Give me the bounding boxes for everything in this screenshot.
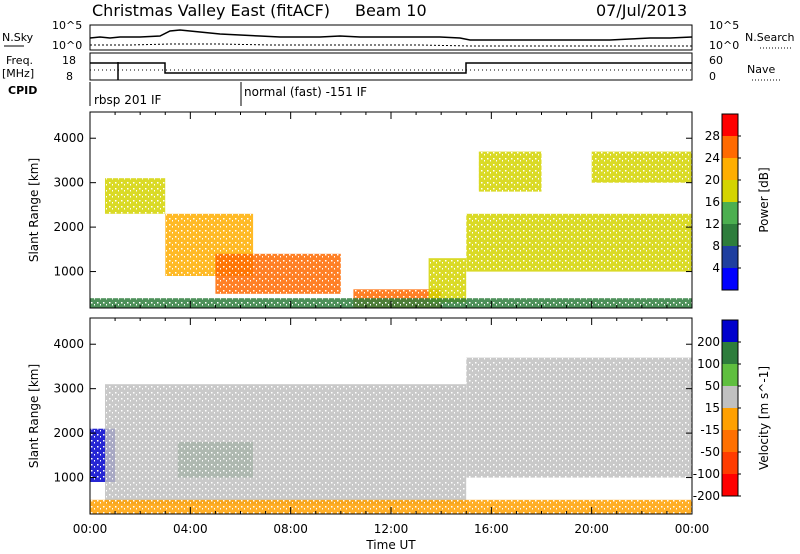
nave-tick-bottom: 0 bbox=[709, 70, 716, 83]
time-tick-label: 00:00 bbox=[675, 522, 710, 536]
freq-series-line bbox=[90, 62, 692, 74]
power-x-ticks bbox=[89, 112, 693, 308]
y-tick-label: 2000 bbox=[53, 426, 84, 440]
time-tick-labels: 00:00 04:00 08:00 12:00 16:00 20:00 00:00 bbox=[73, 522, 710, 536]
nsearch-series-line bbox=[90, 43, 692, 47]
time-tick-label: 00:00 bbox=[73, 522, 108, 536]
freq-panel-frame bbox=[89, 52, 693, 81]
freq-label-2: [MHz] bbox=[2, 67, 34, 80]
power-echo-texture bbox=[591, 151, 692, 183]
velocity-y-ticks: 1000 2000 3000 4000 bbox=[53, 337, 692, 485]
colorbar-swatch bbox=[722, 114, 738, 137]
colorbar-swatch bbox=[722, 342, 738, 365]
colorbar-tick-label: 16 bbox=[705, 195, 720, 209]
velocity-y-label: Slant Range [km] bbox=[27, 364, 41, 468]
cpid-label: CPID bbox=[8, 84, 37, 97]
colorbar-swatch bbox=[722, 136, 738, 159]
time-tick-label: 16:00 bbox=[474, 522, 509, 536]
nsearch-tick-top: 10^5 bbox=[709, 19, 739, 32]
power-panel-bg bbox=[90, 112, 692, 308]
colorbar-swatch bbox=[722, 364, 738, 387]
cpid-mode-1: rbsp 201 IF bbox=[94, 93, 161, 107]
power-colorbar-label: Power [dB] bbox=[757, 167, 771, 232]
power-echo-texture bbox=[466, 213, 693, 272]
colorbar-swatch bbox=[722, 202, 738, 225]
freq-tick-top: 18 bbox=[62, 54, 76, 67]
colorbar-tick-label: 50 bbox=[705, 379, 720, 393]
y-tick-label: 2000 bbox=[53, 220, 84, 234]
colorbar-swatch bbox=[722, 452, 738, 475]
date-label: 07/Jul/2013 bbox=[596, 1, 687, 20]
colorbar-tick-label: 8 bbox=[712, 239, 720, 253]
colorbar-tick-label: 12 bbox=[705, 217, 720, 231]
power-echo-texture bbox=[215, 253, 341, 294]
velocity-colorbar-label: Velocity [m s^-1] bbox=[757, 366, 771, 470]
power-echo-texture bbox=[105, 178, 166, 214]
nsky-label: N.Sky bbox=[2, 31, 34, 44]
time-tick-label: 20:00 bbox=[574, 522, 609, 536]
colorbar-swatch bbox=[722, 268, 738, 291]
cpid-mode-2: normal (fast) -151 IF bbox=[244, 85, 367, 99]
colorbar-tick-label: 4 bbox=[712, 261, 720, 275]
power-colorbar bbox=[721, 113, 739, 291]
colorbar-tick-label: -200 bbox=[693, 489, 720, 503]
freq-label-1: Freq. bbox=[6, 54, 33, 67]
power-echo-texture bbox=[478, 151, 542, 192]
nsearch-label: N.Search bbox=[745, 31, 795, 44]
velocity-colorbar bbox=[721, 319, 739, 497]
colorbar-tick-label: 100 bbox=[697, 357, 720, 371]
velocity-echo-texture bbox=[466, 357, 693, 478]
nsearch-tick-bottom: 10^0 bbox=[709, 39, 739, 52]
colorbar-swatch bbox=[722, 180, 738, 203]
time-axis-label: Time UT bbox=[365, 538, 416, 552]
nsky-series-line bbox=[89, 29, 693, 41]
y-tick-label: 3000 bbox=[53, 176, 84, 190]
colorbar-swatch bbox=[722, 386, 738, 409]
time-tick-label: 04:00 bbox=[173, 522, 208, 536]
nsky-tick-top: 10^5 bbox=[52, 19, 82, 32]
colorbar-tick-label: 24 bbox=[705, 151, 720, 165]
power-colorbar-ticks: 28 24 20 16 12 8 4 bbox=[705, 129, 741, 275]
colorbar-swatch bbox=[722, 430, 738, 453]
y-tick-label: 1000 bbox=[53, 265, 84, 279]
y-tick-label: 4000 bbox=[53, 337, 84, 351]
velocity-echo-texture bbox=[105, 384, 467, 505]
colorbar-tick-label: 200 bbox=[697, 335, 720, 349]
colorbar-swatch bbox=[722, 224, 738, 247]
power-y-ticks: 1000 2000 3000 4000 bbox=[53, 131, 692, 279]
y-tick-label: 3000 bbox=[53, 382, 84, 396]
velocity-x-ticks bbox=[89, 318, 693, 514]
colorbar-tick-label: -100 bbox=[693, 467, 720, 481]
colorbar-swatch bbox=[722, 474, 738, 497]
colorbar-tick-label: -15 bbox=[700, 423, 720, 437]
time-tick-label: 12:00 bbox=[374, 522, 409, 536]
time-tick-label: 08:00 bbox=[273, 522, 308, 536]
velocity-colorbar-ticks: 200 100 50 15 -15 -50 -100 -200 bbox=[693, 335, 741, 503]
y-tick-label: 4000 bbox=[53, 131, 84, 145]
freq-tick-bottom: 8 bbox=[66, 70, 73, 83]
power-echo-texture bbox=[428, 258, 467, 303]
colorbar-tick-label: 15 bbox=[705, 401, 720, 415]
colorbar-swatch bbox=[722, 158, 738, 181]
beam-label: Beam 10 bbox=[355, 1, 427, 20]
colorbar-swatch bbox=[722, 408, 738, 431]
colorbar-swatch bbox=[722, 246, 738, 269]
colorbar-swatch bbox=[722, 320, 738, 343]
colorbar-tick-label: 20 bbox=[705, 173, 720, 187]
velocity-heatmap bbox=[90, 357, 693, 514]
colorbar-tick-label: -50 bbox=[700, 445, 720, 459]
nsky-tick-bottom: 10^0 bbox=[52, 39, 82, 52]
nave-label: Nave bbox=[747, 63, 775, 76]
power-y-label: Slant Range [km] bbox=[27, 158, 41, 262]
nave-tick-top: 60 bbox=[709, 54, 723, 67]
y-tick-label: 1000 bbox=[53, 471, 84, 485]
colorbar-tick-label: 28 bbox=[705, 129, 720, 143]
station-title: Christmas Valley East (fitACF) bbox=[92, 1, 330, 20]
velocity-echo-texture bbox=[90, 499, 692, 514]
